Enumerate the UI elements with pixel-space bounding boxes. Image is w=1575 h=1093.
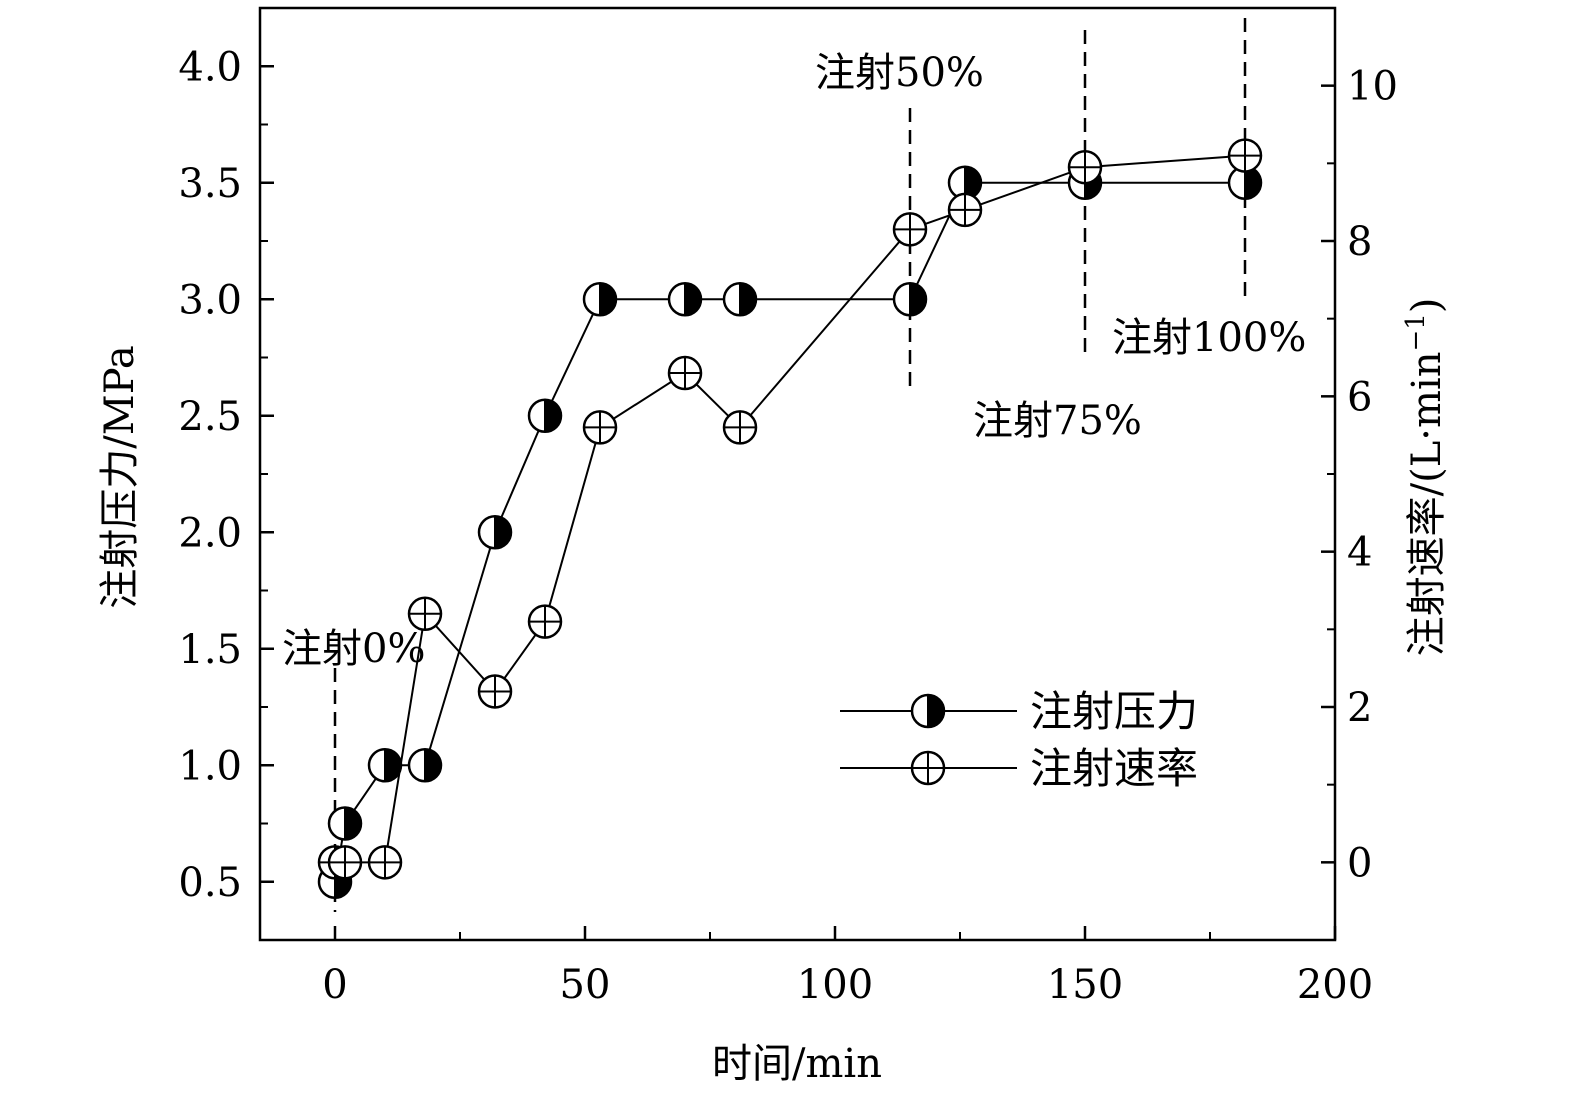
x-tick-label: 200 bbox=[1297, 962, 1373, 1008]
left-y-tick-label: 2.0 bbox=[178, 510, 242, 556]
data-point bbox=[722, 282, 758, 317]
left-y-tick-label: 2.5 bbox=[178, 394, 242, 440]
series-markers bbox=[317, 138, 1263, 899]
right-y-axis-title: 注射速率/(L·min−1) bbox=[1401, 298, 1450, 657]
legend-marker bbox=[910, 750, 946, 786]
x-axis-title: 时间/min bbox=[712, 1041, 882, 1087]
data-point bbox=[947, 192, 983, 228]
x-tick-label: 50 bbox=[560, 962, 611, 1008]
x-tick-label: 100 bbox=[797, 962, 873, 1008]
stage-label: 注射0% bbox=[282, 626, 425, 672]
x-tick-label: 0 bbox=[322, 962, 347, 1008]
x-axis-ticks: 0 50 100 150 200 bbox=[322, 926, 1373, 1008]
left-y-tick-label: 1.5 bbox=[178, 627, 242, 673]
data-point bbox=[407, 596, 443, 632]
legend-label: 注射速率 bbox=[1030, 744, 1198, 793]
right-y-tick-label: 10 bbox=[1347, 64, 1398, 110]
data-point bbox=[892, 282, 928, 317]
legend-marker bbox=[910, 693, 946, 729]
data-point bbox=[367, 748, 403, 783]
right-y-tick-label: 2 bbox=[1347, 685, 1372, 731]
legend-label: 注射压力 bbox=[1030, 687, 1198, 736]
right-y-tick-label: 8 bbox=[1347, 219, 1372, 265]
stage-label: 注射75% bbox=[973, 398, 1142, 444]
data-point bbox=[527, 398, 563, 433]
right-y-tick-label: 6 bbox=[1347, 374, 1372, 420]
data-point bbox=[1067, 149, 1103, 185]
right-y-axis-ticks: 0 2 4 6 8 10 bbox=[1321, 7, 1398, 941]
left-y-axis-ticks: 0.5 1.0 1.5 2.0 2.5 3.0 3.5 4.0 bbox=[178, 7, 274, 941]
stage-label: 注射100% bbox=[1112, 315, 1306, 361]
left-y-tick-label: 1.0 bbox=[178, 743, 242, 789]
stage-label: 注射50% bbox=[815, 50, 984, 96]
right-y-axis-title-main: 注射速率/(L·min bbox=[1404, 352, 1450, 657]
data-point bbox=[582, 282, 618, 317]
right-y-tick-label: 4 bbox=[1347, 530, 1372, 576]
left-y-tick-label: 4.0 bbox=[178, 44, 242, 90]
plot-frame bbox=[258, 6, 1337, 942]
x-tick-label: 150 bbox=[1047, 962, 1123, 1008]
data-point bbox=[947, 165, 983, 200]
data-point bbox=[1227, 138, 1263, 173]
data-point bbox=[582, 410, 618, 445]
left-y-tick-label: 3.5 bbox=[178, 161, 242, 207]
data-point bbox=[667, 282, 703, 317]
data-point bbox=[367, 845, 403, 880]
data-point bbox=[327, 806, 363, 841]
left-y-tick-label: 3.0 bbox=[178, 277, 242, 323]
right-y-tick-label: 0 bbox=[1347, 840, 1372, 886]
data-point bbox=[667, 355, 703, 391]
data-point bbox=[527, 604, 563, 639]
right-y-axis-title-sup: −1 bbox=[1401, 313, 1431, 351]
data-point bbox=[477, 674, 513, 709]
left-y-tick-label: 0.5 bbox=[178, 860, 242, 906]
data-point bbox=[407, 748, 443, 783]
right-y-axis-title-close: ) bbox=[1404, 298, 1450, 314]
injection-stage-labels: 注射0% 注射50% 注射75% 注射100% bbox=[282, 50, 1306, 672]
data-point bbox=[327, 845, 363, 880]
data-point bbox=[892, 212, 928, 247]
left-y-axis-title: 注射压力/MPa bbox=[97, 345, 143, 608]
data-point bbox=[477, 515, 513, 550]
data-point bbox=[722, 410, 758, 445]
